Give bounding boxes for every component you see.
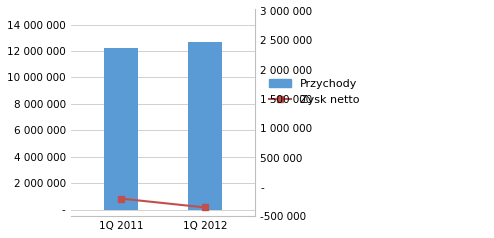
Zysk netto — [118, 197, 124, 200]
Zysk netto — [202, 206, 208, 209]
Bar — [188, 42, 222, 210]
Legend: Przychody, Zysk netto: Przychody, Zysk netto — [265, 75, 364, 109]
Line: Zysk netto: Zysk netto — [118, 196, 207, 210]
Bar — [104, 48, 138, 210]
